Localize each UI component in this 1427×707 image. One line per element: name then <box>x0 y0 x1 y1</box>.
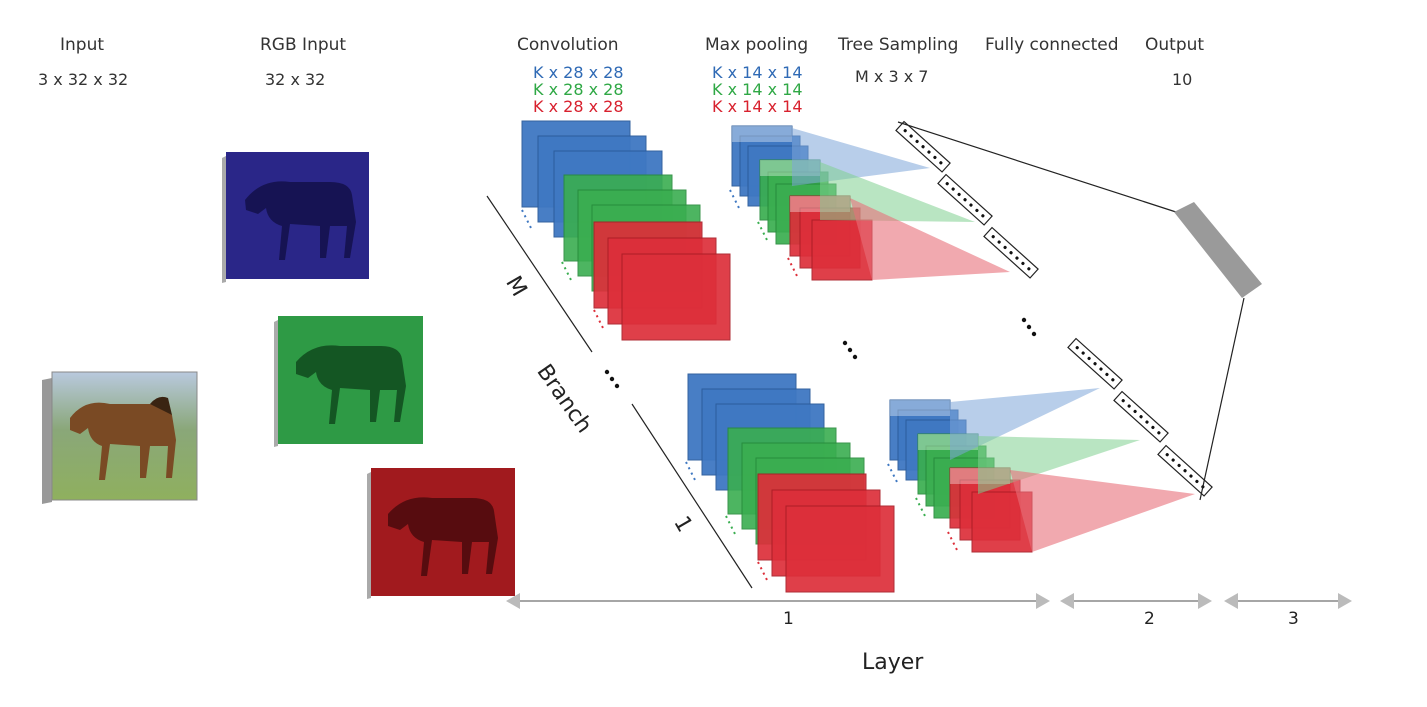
pool-dims-red: K x 14 x 14 <box>712 97 803 116</box>
layer-axis <box>506 593 1352 609</box>
header-fully-connected: Fully connected <box>985 35 1119 55</box>
conv-dims-blue: K x 28 x 28 <box>533 63 624 82</box>
pool-dims-green: K x 14 x 14 <box>712 80 803 99</box>
top-branch-sampling-beams <box>792 128 1010 280</box>
bottom-branch-sampling-beams <box>950 388 1195 552</box>
header-tree-sampling: Tree Sampling <box>838 35 959 55</box>
bottom-tree-node-boxes <box>1067 337 1213 497</box>
conv-map-red-3 <box>621 253 731 341</box>
horse-photo-icon <box>70 396 176 480</box>
layer-label-2: 2 <box>1144 609 1155 629</box>
input-horse-image <box>42 371 198 504</box>
pool-dims-blue: K x 14 x 14 <box>712 63 803 82</box>
output-dims: 10 <box>1172 70 1193 89</box>
rgb-red-channel <box>367 468 515 599</box>
input-dims: 3 x 32 x 32 <box>38 70 129 89</box>
branch-guides <box>486 195 753 589</box>
header-output: Output <box>1145 35 1205 55</box>
top-branch-conv-stack <box>521 120 731 341</box>
output-block <box>1174 202 1262 298</box>
header-convolution: Convolution <box>517 35 619 55</box>
rgb-blue-channel <box>222 152 369 283</box>
header-max-pooling: Max pooling <box>705 35 809 55</box>
header-input: Input <box>60 35 105 55</box>
top-tree-node-boxes <box>895 120 1039 279</box>
tree-dims: M x 3 x 7 <box>855 67 929 86</box>
conv-dims-red: K x 28 x 28 <box>533 97 624 116</box>
bottom-branch-conv-stack <box>685 373 895 593</box>
rgb-green-channel <box>274 316 423 447</box>
rgb-dims: 32 x 32 <box>265 70 326 89</box>
fully-connected-lines <box>897 121 1245 501</box>
ellipsis-markers <box>604 317 1037 389</box>
layer-label-1: 1 <box>783 609 794 629</box>
conv-dims-green: K x 28 x 28 <box>533 80 624 99</box>
layer-label-3: 3 <box>1288 609 1299 629</box>
layer-axis-title: Layer <box>862 650 924 675</box>
header-rgb-input: RGB Input <box>260 35 347 55</box>
